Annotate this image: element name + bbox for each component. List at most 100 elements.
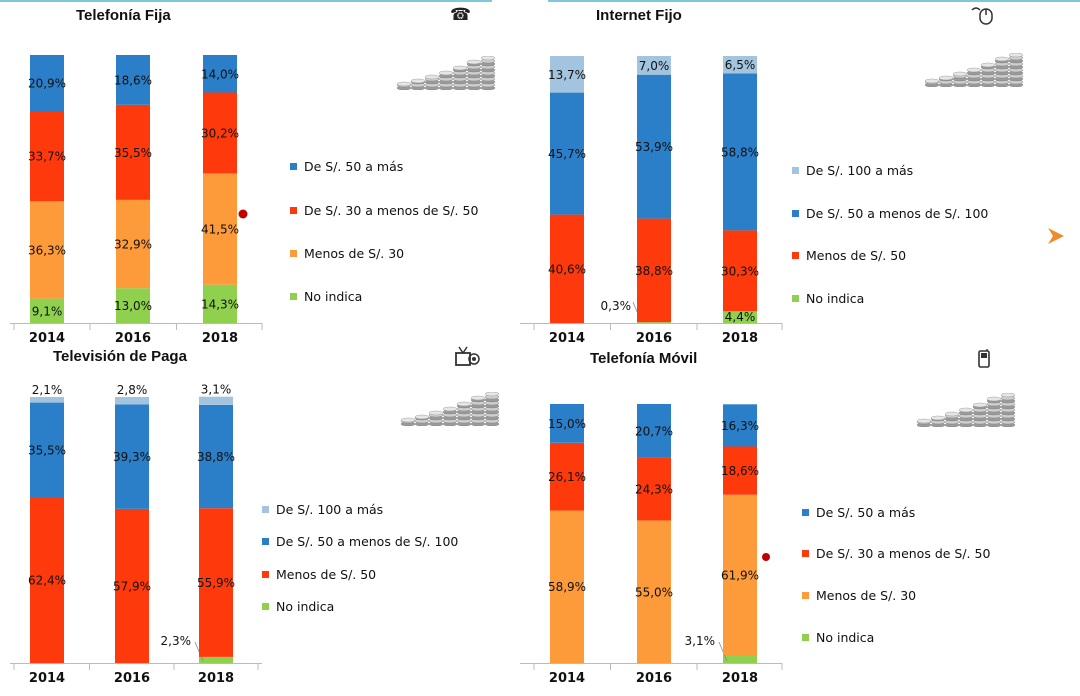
- data-label: 18,6%: [721, 464, 759, 478]
- bar-segment: [723, 230, 757, 312]
- bar-segment: [723, 494, 757, 655]
- coins-icon: [400, 392, 500, 426]
- legend-swatch: [262, 571, 269, 578]
- bar-segment: [637, 457, 671, 521]
- x-tick-label: 2016: [636, 671, 672, 686]
- data-label: 15,0%: [548, 417, 586, 431]
- bar-segment: [550, 404, 584, 443]
- legend-label: De S/. 50 a menos de S/. 100: [806, 206, 988, 221]
- data-label: 16,3%: [721, 419, 759, 433]
- data-label: 35,5%: [28, 443, 66, 457]
- data-label: 38,8%: [197, 450, 235, 464]
- legend-swatch: [290, 250, 297, 257]
- chart-television-de-paga: 62,4% 35,5% 2,1% 2014 57,9% 39,3% 2,8% 2016 2,3%…: [10, 383, 458, 686]
- legend-label: No indica: [806, 291, 864, 306]
- data-label: 57,9%: [113, 579, 151, 593]
- data-label: 2,1%: [32, 383, 63, 397]
- data-label: 9,1%: [32, 304, 63, 318]
- data-label: 32,9%: [114, 238, 152, 252]
- data-label: 35,5%: [114, 146, 152, 160]
- legend-swatch: [802, 509, 809, 516]
- legend-label: De S/. 30 a menos de S/. 50: [816, 546, 990, 561]
- data-label: 55,0%: [635, 585, 673, 599]
- coins-icon: [916, 393, 1016, 427]
- coin-stack: [924, 78, 940, 87]
- telephone-icon: ☎: [450, 5, 472, 25]
- data-label: 58,9%: [548, 580, 586, 594]
- bar-segment: [723, 56, 757, 74]
- x-tick-label: 2016: [114, 671, 150, 686]
- legend-label: De S/. 50 a menos de S/. 100: [276, 534, 458, 549]
- legend-swatch: [262, 506, 269, 513]
- legend-swatch: [262, 603, 269, 610]
- coin-stack: [456, 401, 472, 426]
- x-tick-label: 2014: [549, 671, 585, 686]
- top-divider-right: [548, 0, 1080, 2]
- chart-title: Telefonía Fija: [76, 7, 171, 24]
- legend-label: De S/. 100 a más: [276, 502, 383, 517]
- bar-segment: [723, 655, 757, 663]
- data-label: 14,3%: [201, 297, 239, 311]
- x-tick-label: 2018: [722, 331, 758, 345]
- data-label: 2,3%: [161, 634, 192, 648]
- coin-stack: [944, 411, 960, 427]
- bar-segment: [203, 284, 237, 323]
- bar-segment: [723, 311, 757, 323]
- data-label: 62,4%: [28, 574, 66, 588]
- data-label: 6,5%: [725, 58, 756, 72]
- legend-label: No indica: [276, 599, 334, 614]
- legend-swatch: [792, 252, 799, 259]
- chart-telefonia-fija: 9,1% 36,3% 33,7% 20,9% 2014 13,0% 32,9% 35,5% 18…: [10, 55, 478, 345]
- bar-segment: [30, 201, 64, 299]
- legend-swatch: [290, 207, 297, 214]
- x-tick-label: 2014: [549, 331, 585, 345]
- bar-segment: [199, 396, 233, 405]
- marker-dot: [762, 553, 770, 561]
- bar-segment: [637, 74, 671, 219]
- data-label: 30,2%: [201, 126, 239, 140]
- data-label: 4,4%: [725, 310, 756, 324]
- bar-segment: [30, 55, 64, 111]
- coin-stack: [452, 65, 468, 90]
- bar-segment: [550, 92, 584, 215]
- legend-label: Menos de S/. 30: [816, 588, 916, 603]
- data-label: 2,8%: [117, 383, 148, 397]
- bar-segment: [30, 497, 64, 663]
- marker-dot: [238, 209, 248, 219]
- legend-swatch: [290, 293, 297, 300]
- x-tick-label: 2018: [722, 671, 758, 686]
- x-tick-label: 2018: [202, 331, 238, 345]
- data-label: 20,7%: [635, 424, 673, 438]
- legend-label: Menos de S/. 30: [304, 246, 404, 261]
- legend-label: De S/. 50 a más: [816, 505, 915, 520]
- bar-segment: [115, 509, 149, 663]
- bar-segment: [30, 298, 64, 323]
- bar-segment: [199, 508, 233, 657]
- bar-segment: [30, 397, 64, 403]
- bar-segment: [30, 111, 64, 202]
- bar-segment: [637, 56, 671, 75]
- data-label: 13,7%: [548, 68, 586, 82]
- chart-title: Telefonía Móvil: [590, 350, 698, 367]
- data-label: 30,3%: [721, 264, 759, 278]
- data-label: 3,1%: [201, 383, 232, 397]
- bar-segment: [550, 214, 584, 323]
- legend-swatch: [792, 167, 799, 174]
- bar-segment: [115, 404, 149, 509]
- legend-label: De S/. 100 a más: [806, 163, 913, 178]
- bar-segment: [203, 92, 237, 174]
- data-label: 39,3%: [113, 450, 151, 464]
- coins-icon: [924, 53, 1024, 87]
- mouse-icon: [970, 4, 996, 31]
- data-label: 40,6%: [548, 262, 586, 276]
- data-label: 53,9%: [635, 140, 673, 154]
- bar-segment: [723, 404, 757, 447]
- bar-segment: [637, 218, 671, 323]
- legend-label: Menos de S/. 50: [806, 248, 906, 263]
- data-label: 26,1%: [548, 470, 586, 484]
- legend-swatch: [792, 210, 799, 217]
- legend-label: De S/. 30 a menos de S/. 50: [304, 203, 478, 218]
- data-label: 3,1%: [685, 634, 716, 648]
- legend-swatch: [262, 538, 269, 545]
- x-tick-label: 2016: [636, 331, 672, 345]
